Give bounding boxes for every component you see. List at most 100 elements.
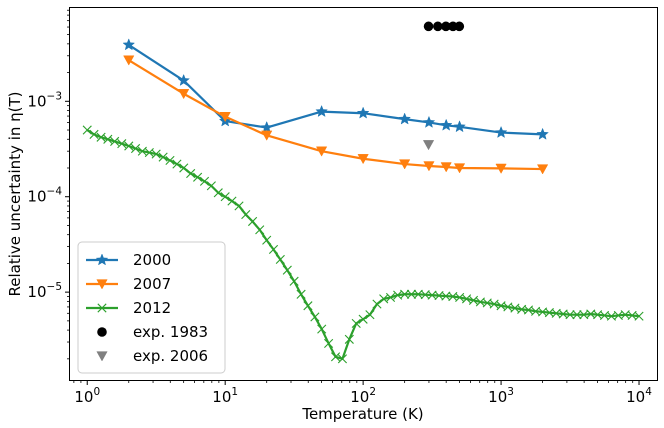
data-point-2012: [365, 310, 375, 320]
data-point-2012: [565, 310, 575, 320]
data-point-2007: [440, 162, 452, 173]
x-tick-label: 104: [626, 386, 652, 406]
data-point-2012: [337, 354, 348, 364]
data-point-2012: [179, 163, 189, 173]
data-point-2012: [220, 192, 230, 202]
data-point-2012: [372, 299, 382, 309]
legend-label-2012: 2012: [133, 299, 171, 317]
data-point-2012: [213, 188, 223, 198]
data-point-2012: [385, 292, 396, 303]
data-point-2012: [227, 196, 237, 206]
x-axis-label: Temperature (K): [301, 405, 423, 423]
x-tick-label: 103: [488, 386, 514, 406]
x-tick-label: 101: [212, 386, 238, 406]
legend-label-exp-2006: exp. 2006: [133, 347, 208, 365]
data-point-exp-1983: [423, 21, 434, 32]
data-point-2012: [96, 132, 106, 142]
data-point-2012: [296, 289, 306, 299]
data-point-2000: [122, 38, 136, 51]
data-point-2012: [117, 139, 127, 149]
data-point-2012: [572, 310, 582, 320]
axis-ticks: 100 101 102 103 104 10−5 10−4 10−3: [27, 9, 652, 406]
data-point-2000: [260, 120, 274, 134]
legend-item-exp-2006: exp. 2006: [96, 347, 208, 365]
data-point-2012: [130, 143, 141, 154]
data-point-2012: [151, 149, 161, 159]
data-point-2012: [289, 276, 299, 286]
data-point-2012: [310, 312, 320, 322]
series-2007: [123, 55, 549, 175]
data-point-2012: [247, 216, 258, 227]
data-point-2012: [103, 134, 113, 144]
data-point-2007: [453, 163, 466, 174]
data-point-2007: [357, 154, 369, 165]
data-point-2012: [413, 289, 423, 299]
series-line-2007: [128, 59, 543, 171]
data-point-2012: [158, 152, 168, 162]
data-point-2000: [315, 104, 328, 118]
y-tick-label: 10−5: [27, 281, 62, 301]
data-point-2000: [494, 125, 508, 138]
legend: 2000 2007 2012 exp. 1983 exp. 2006: [77, 241, 226, 374]
data-point-exp-2006: [422, 140, 435, 151]
legend-marker-2007: [96, 279, 108, 290]
data-point-2012: [434, 291, 444, 301]
legend-item-2000: 2000: [86, 251, 171, 269]
data-point-2012: [400, 289, 410, 299]
data-point-exp-1983: [454, 21, 465, 32]
data-point-2012: [110, 136, 120, 146]
data-point-2012: [82, 125, 92, 135]
data-point-2012: [406, 289, 417, 299]
data-point-2012: [262, 235, 272, 245]
x-tick-label: 102: [350, 386, 376, 406]
data-point-2000: [398, 112, 412, 125]
data-point-2012: [268, 244, 279, 255]
data-point-2000: [453, 120, 466, 133]
data-point-2012: [303, 301, 313, 311]
data-point-2012: [282, 265, 292, 275]
data-point-2012: [330, 352, 341, 362]
data-point-2007: [123, 55, 135, 66]
legend-label-2007: 2007: [133, 275, 171, 293]
data-point-2012: [317, 324, 327, 334]
data-point-2012: [324, 338, 334, 349]
data-point-2000: [177, 73, 191, 86]
data-point-2012: [358, 314, 368, 324]
legend-marker-2012: [97, 303, 107, 313]
legend-marker-exp-2006: [96, 351, 108, 362]
data-point-2000: [356, 106, 370, 119]
legend-box: [77, 241, 226, 374]
data-point-2012: [468, 295, 479, 305]
data-point-2000: [422, 115, 436, 128]
data-point-2012: [441, 291, 451, 301]
data-point-2012: [165, 155, 175, 166]
data-point-exp-1983: [441, 21, 451, 32]
data-point-2012: [193, 172, 203, 182]
x-tick-label: 100: [74, 386, 100, 406]
series-line-2000: [128, 43, 543, 136]
data-point-2012: [124, 141, 134, 151]
legend-item-exp-1983: exp. 1983: [97, 323, 208, 341]
data-point-2007: [423, 161, 435, 172]
data-point-2012: [255, 225, 265, 235]
data-point-2012: [89, 129, 99, 139]
data-point-2012: [427, 290, 437, 300]
data-point-2007: [536, 164, 549, 175]
data-point-2007: [261, 130, 273, 141]
data-point-2000: [439, 118, 453, 131]
data-point-2012: [489, 299, 499, 309]
legend-label-exp-1983: exp. 1983: [133, 323, 208, 341]
data-point-2012: [275, 254, 285, 265]
y-tick-label: 10−3: [27, 90, 62, 110]
legend-marker-2000: [95, 253, 109, 266]
data-point-exp-1983: [433, 21, 443, 32]
data-point-2007: [399, 159, 411, 170]
data-point-2007: [315, 146, 328, 157]
data-point-2012: [172, 159, 182, 169]
data-point-2012: [344, 334, 354, 344]
data-point-2007: [178, 89, 190, 100]
legend-marker-exp-1983: [97, 327, 107, 337]
data-point-2012: [461, 294, 472, 304]
data-point-2012: [634, 311, 644, 321]
